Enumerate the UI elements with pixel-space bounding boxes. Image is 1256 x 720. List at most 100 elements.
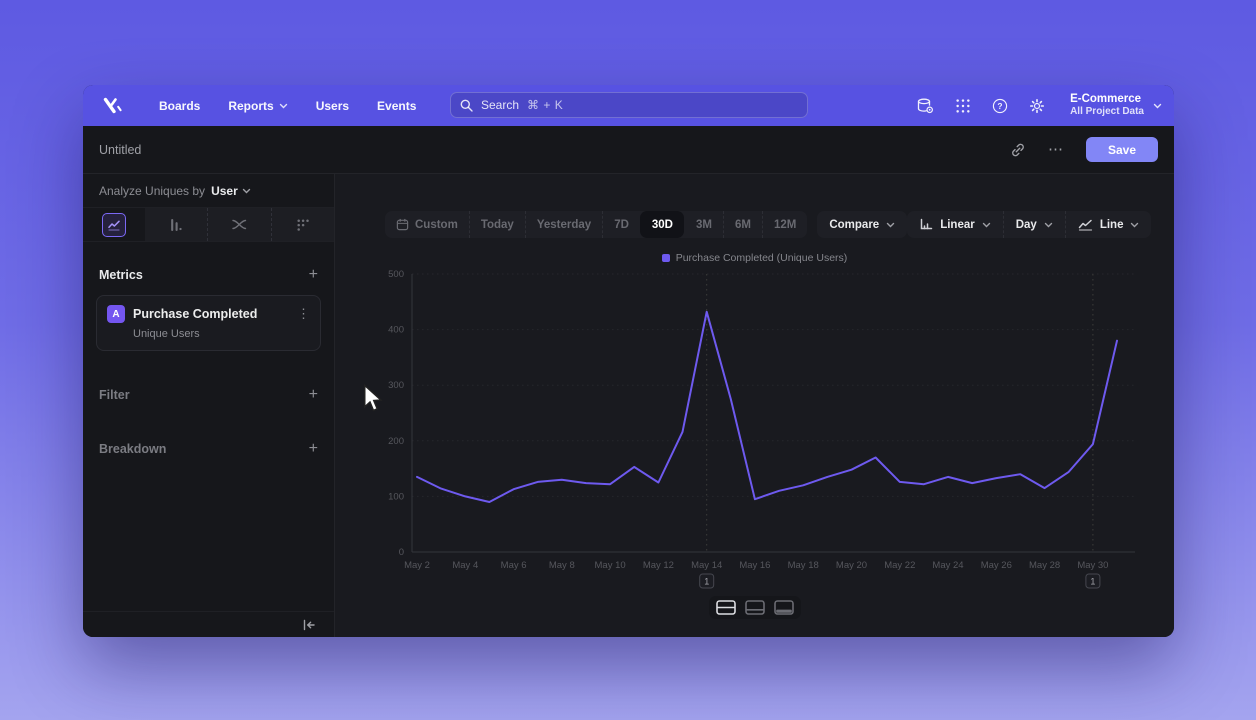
search-input[interactable]: Search ⌘ + K xyxy=(450,92,808,118)
breakdown-section-header: Breakdown + xyxy=(83,437,334,461)
split-rows-icon[interactable] xyxy=(715,600,736,615)
range-12m[interactable]: 12M xyxy=(761,211,807,238)
chevron-down-icon xyxy=(279,103,287,109)
layout-toggles xyxy=(708,596,801,619)
legend-swatch xyxy=(661,254,670,262)
x-tick-label: May 18 xyxy=(788,560,819,571)
apps-grid-icon[interactable] xyxy=(955,98,971,114)
sidebar-footer xyxy=(83,611,334,637)
chart-type-dropdown[interactable]: Line xyxy=(1064,211,1152,238)
data-management-icon[interactable] xyxy=(916,98,934,114)
collapse-sidebar-icon[interactable] xyxy=(302,619,316,631)
range-custom[interactable]: Custom xyxy=(385,211,469,238)
y-tick-label: 100 xyxy=(388,491,404,502)
nav-item-boards[interactable]: Boards xyxy=(159,98,201,113)
analyze-entity-dropdown[interactable]: User xyxy=(211,184,251,198)
line-chart: 0 100 200 300 400 500 May 2 May 4 May 6 May 8 May … xyxy=(335,244,1174,604)
app-window: Boards Reports Users Events Search ⌘ + K xyxy=(83,85,1174,637)
metrics-title: Metrics xyxy=(99,268,143,282)
chevron-down-icon xyxy=(982,222,990,227)
filter-section-header: Filter + xyxy=(83,383,334,407)
chevron-down-icon xyxy=(1044,222,1053,227)
x-tick-label: May 14 xyxy=(691,560,722,571)
x-tick-label: May 16 xyxy=(739,560,770,571)
nav-item-events[interactable]: Events xyxy=(377,98,417,113)
x-tick-label: May 2 xyxy=(404,560,430,571)
metric-badge: A xyxy=(107,305,125,323)
x-tick-label: May 30 xyxy=(1077,560,1108,571)
flows-tab[interactable] xyxy=(207,208,270,241)
chart-panel: Custom Today Yesterday 7D 30D 3M 6M 12M Compare… xyxy=(335,174,1174,637)
analyze-row: Analyze Uniques by User xyxy=(83,174,334,208)
x-tick-label: May 22 xyxy=(884,560,915,571)
add-filter-button[interactable]: + xyxy=(308,386,318,403)
range-yesterday[interactable]: Yesterday xyxy=(524,211,602,238)
series-line xyxy=(416,310,1118,503)
filter-title: Filter xyxy=(99,388,130,402)
project-name: E-Commerce xyxy=(1070,93,1142,105)
date-range-group: Custom Today Yesterday 7D 30D 3M 6M 12M xyxy=(385,211,808,238)
x-tick-label: May 4 xyxy=(452,560,478,571)
chevron-down-icon xyxy=(1131,222,1139,227)
metrics-section-header: Metrics + xyxy=(83,263,334,287)
table-bottom-icon[interactable] xyxy=(773,600,794,615)
project-selector[interactable]: E-Commerce All Project Data xyxy=(1070,93,1162,118)
y-tick-label: 200 xyxy=(388,436,404,447)
chart-over-table-icon[interactable] xyxy=(744,600,765,615)
annotation-badge[interactable]: 1 xyxy=(1085,573,1101,589)
settings-gear-icon[interactable] xyxy=(1029,98,1045,114)
search-icon xyxy=(460,99,473,112)
metric-options-kebab-icon[interactable]: ⋮ xyxy=(297,306,310,321)
report-type-tabs xyxy=(83,208,334,242)
nav-item-reports[interactable]: Reports xyxy=(228,99,287,113)
y-tick-label: 300 xyxy=(388,380,404,391)
search-shortcut: ⌘ + K xyxy=(527,98,564,112)
inactive-tabs xyxy=(145,208,334,241)
add-metric-button[interactable]: + xyxy=(308,266,318,283)
help-icon[interactable]: ? xyxy=(992,98,1008,114)
nav-item-users[interactable]: Users xyxy=(315,98,350,113)
y-tick-label: 500 xyxy=(388,269,404,280)
x-tick-label: May 6 xyxy=(501,560,527,571)
header-actions: ⋯ Save xyxy=(1010,137,1158,162)
compare-button[interactable]: Compare xyxy=(817,211,908,238)
mixpanel-logo-icon[interactable] xyxy=(103,97,123,114)
range-3m[interactable]: 3M xyxy=(696,218,712,231)
project-scope: All Project Data xyxy=(1070,106,1144,117)
range-6m[interactable]: 6M xyxy=(722,211,762,238)
legend-label: Purchase Completed (Unique Users) xyxy=(675,252,848,264)
x-tick-label: May 10 xyxy=(595,560,626,571)
chart-legend: Purchase Completed (Unique Users) xyxy=(335,252,1174,264)
y-tick-label: 0 xyxy=(399,547,404,558)
scale-dropdown[interactable]: Linear xyxy=(907,211,1003,238)
metric-card[interactable]: A Purchase Completed ⋮ Unique Users xyxy=(96,295,321,351)
link-icon[interactable] xyxy=(1010,142,1026,158)
add-breakdown-button[interactable]: + xyxy=(308,440,318,457)
report-title[interactable]: Untitled xyxy=(99,142,142,157)
annotation-badge[interactable]: 1 xyxy=(699,573,715,589)
range-today[interactable]: Today xyxy=(468,211,525,238)
x-tick-label: May 26 xyxy=(981,560,1012,571)
x-tick-label: May 8 xyxy=(549,560,575,571)
retention-dots-tab[interactable] xyxy=(270,208,334,241)
report-header: Untitled ⋯ Save xyxy=(83,126,1174,174)
x-tick-label: May 20 xyxy=(836,560,867,571)
x-tick-label: May 12 xyxy=(643,560,674,571)
interval-dropdown[interactable]: Day xyxy=(1002,211,1065,238)
funnel-bars-tab[interactable] xyxy=(145,208,207,241)
chevron-down-icon xyxy=(1153,103,1162,108)
save-button[interactable]: Save xyxy=(1086,137,1158,162)
search-placeholder: Search xyxy=(481,98,520,112)
x-tick-label: May 24 xyxy=(932,560,963,571)
range-7d[interactable]: 7D xyxy=(602,211,640,238)
chevron-down-icon xyxy=(242,188,250,193)
range-30d[interactable]: 30D xyxy=(639,211,684,238)
insights-line-tab[interactable] xyxy=(83,208,145,241)
svg-text:?: ? xyxy=(998,100,1003,110)
metric-aggregation[interactable]: Unique Users xyxy=(133,328,200,340)
more-ellipsis-icon[interactable]: ⋯ xyxy=(1048,140,1064,158)
chevron-down-icon xyxy=(887,222,895,227)
chart-display-controls: Linear Day Line xyxy=(907,211,1152,238)
chart-toolbar: Custom Today Yesterday 7D 30D 3M 6M 12M Compare… xyxy=(385,211,1152,238)
top-nav-bar: Boards Reports Users Events Search ⌘ + K xyxy=(83,85,1174,126)
